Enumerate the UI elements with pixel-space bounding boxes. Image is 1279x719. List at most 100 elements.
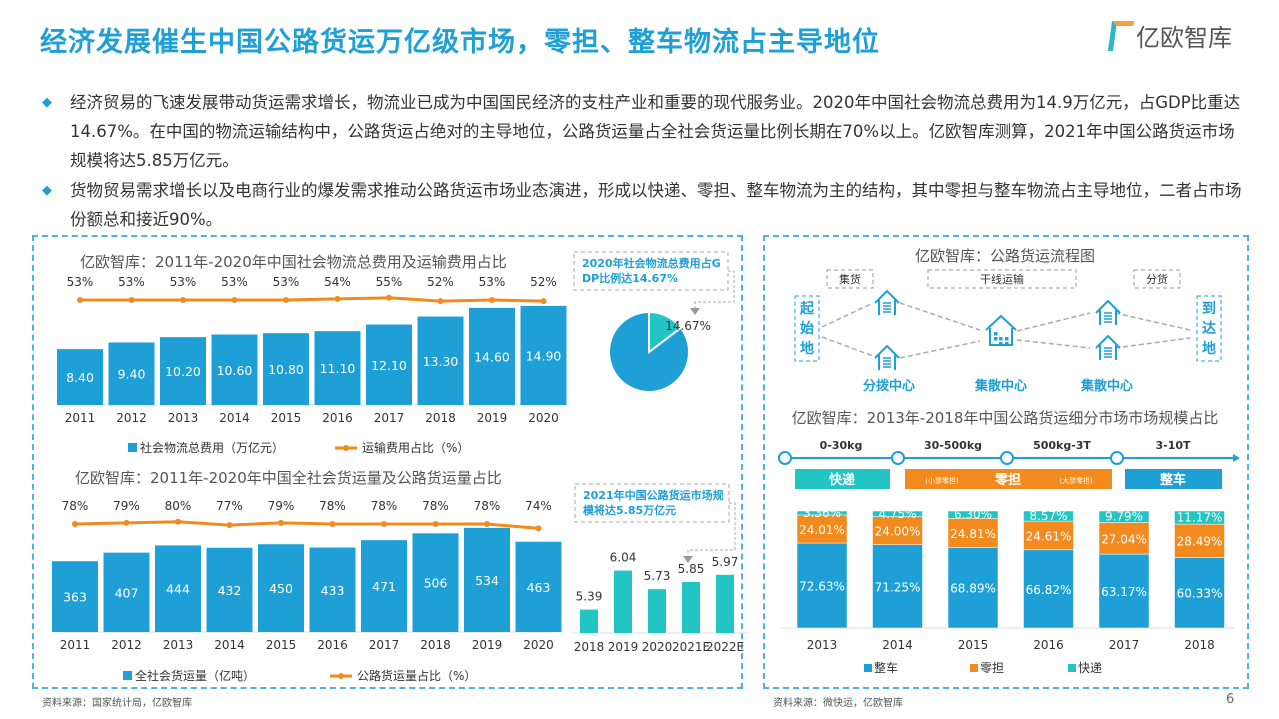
stacked-bar-segment <box>1023 510 1074 522</box>
source-note-left: 资料来源：国家统计局，亿欧智库 <box>42 698 192 709</box>
x-tick-label: 2016 <box>1033 638 1064 652</box>
line-label: 78% <box>474 499 501 513</box>
stage-label: 干线运输 <box>980 272 1024 286</box>
bar-label: 9.40 <box>118 367 146 382</box>
bar <box>258 544 304 632</box>
hub-label: 分拨中心 <box>863 378 915 394</box>
bar <box>464 527 510 632</box>
segment-kuaidi <box>795 469 890 489</box>
bar <box>580 609 598 633</box>
hub-label: 集散中心 <box>974 378 1027 394</box>
bar-label: 10.80 <box>268 362 304 377</box>
diamond-icon: ◆ <box>42 183 52 198</box>
line-label: 78% <box>319 499 346 513</box>
x-tick-label: 2015 <box>958 638 989 652</box>
stage-label-box <box>1133 269 1181 289</box>
line-label: 74% <box>525 499 552 513</box>
x-tick-label: 2019 <box>608 640 639 654</box>
line-label: 53% <box>273 275 300 289</box>
bar-label: 10.60 <box>217 363 253 378</box>
stacked-bar-label: 24.61% <box>1026 529 1072 543</box>
x-tick-label: 2013 <box>163 638 194 652</box>
stacked-bar-label: 24.00% <box>875 525 921 539</box>
bar-label: 407 <box>115 585 139 600</box>
legend-swatch-point <box>343 445 349 451</box>
bar-label: 10.20 <box>165 364 201 379</box>
x-tick-label: 2020 <box>528 411 559 425</box>
line-label: 53% <box>221 275 248 289</box>
legend-swatch-bar <box>123 671 132 680</box>
legend-swatch <box>1068 664 1076 672</box>
line-label: 52% <box>427 275 454 289</box>
stage-label-box <box>927 269 1077 289</box>
source-note-right: 资料来源：微快运，亿欧智库 <box>773 698 903 709</box>
page-title: 经济发展催生中国公路货运万亿级市场，零担、整车物流占主导地位 <box>40 27 880 58</box>
line-point <box>123 519 130 526</box>
bar-label: 5.97 <box>712 555 739 569</box>
bar <box>108 342 155 405</box>
bar-label: 13.30 <box>423 354 459 369</box>
stacked-bar-label: 60.33% <box>1177 587 1223 601</box>
warehouse-icon <box>1095 334 1121 360</box>
segment-label: 整车 <box>1159 472 1186 488</box>
bar-label: 5.39 <box>576 590 603 604</box>
line-point <box>175 518 181 525</box>
flow-arrow <box>1016 312 1091 332</box>
x-tick-label: 2017 <box>369 638 400 652</box>
line-point <box>535 525 542 532</box>
bar-label: 14.90 <box>526 348 562 363</box>
bar <box>206 547 253 632</box>
bar-label: 6.04 <box>610 551 637 565</box>
stacked-bar-label: 68.89% <box>950 582 996 596</box>
bar <box>263 333 309 405</box>
stacked-bar-label: 11.17% <box>1177 511 1223 525</box>
stacked-bar-segment <box>796 542 848 629</box>
x-tick-label: 2013 <box>168 411 199 425</box>
bar-label: 11.10 <box>320 361 356 376</box>
distribution-center-icon-block <box>999 342 1003 346</box>
stacked-bar-label: 63.17% <box>1101 585 1147 599</box>
bar-label: 8.40 <box>66 370 94 385</box>
x-tick-label: 2020 <box>523 638 554 652</box>
line-series <box>80 296 544 303</box>
legend-label: 社会物流总费用（万亿元） <box>140 440 284 455</box>
line-series <box>74 520 539 530</box>
legend-label: 快递 <box>1078 661 1102 675</box>
flow-arrow <box>821 302 874 328</box>
x-tick-label: 2021E <box>672 640 710 654</box>
bar-label: 506 <box>424 576 448 591</box>
segment-label: 快递 <box>829 472 855 488</box>
bar <box>614 570 632 633</box>
x-tick-label: 2016 <box>322 411 353 425</box>
legend-label: 全社会货运量（亿吨） <box>135 668 255 683</box>
weight-axis-node <box>778 451 792 465</box>
segment-sublabel: (大票零担) <box>1059 476 1093 485</box>
stacked-bar-segment <box>872 510 923 517</box>
weight-range-label: 0-30kg <box>820 439 863 452</box>
arrow-icon <box>683 556 693 563</box>
line-label: 80% <box>165 499 192 513</box>
bar-label: 14.60 <box>474 349 510 364</box>
stacked-bar-segment <box>947 510 999 519</box>
segment-zhengche <box>1125 469 1222 489</box>
market-callout-text: 2021年中国公路货运市场规模将达5.85万亿元 <box>583 489 724 517</box>
distribution-center-icon-block <box>1005 337 1009 341</box>
x-tick-label: 2015 <box>266 638 297 652</box>
x-tick-label: 2018 <box>425 411 456 425</box>
line-point <box>226 522 233 529</box>
line-point <box>540 298 547 305</box>
bullet-text: 经济贸易的飞速发展带动货运需求增长，物流业已成为中国国民经济的支柱产业和重要的现… <box>70 93 1241 170</box>
stacked-bar-segment <box>1023 549 1074 629</box>
stacked-bar-segment <box>1174 510 1225 525</box>
bar <box>361 540 407 632</box>
line-point <box>180 297 186 303</box>
hub-label: 集散中心 <box>1080 378 1133 394</box>
bar-label: 471 <box>372 579 396 594</box>
stacked-bar-label: 28.49% <box>1177 535 1223 549</box>
legend-label: 运输费用占比（%） <box>362 440 469 455</box>
callout-box <box>573 251 729 291</box>
flow-title: 亿欧智库：公路货运流程图 <box>915 247 1095 265</box>
x-tick-label: 2019 <box>472 638 503 652</box>
line-point <box>432 521 439 527</box>
line-label: 54% <box>324 275 351 289</box>
